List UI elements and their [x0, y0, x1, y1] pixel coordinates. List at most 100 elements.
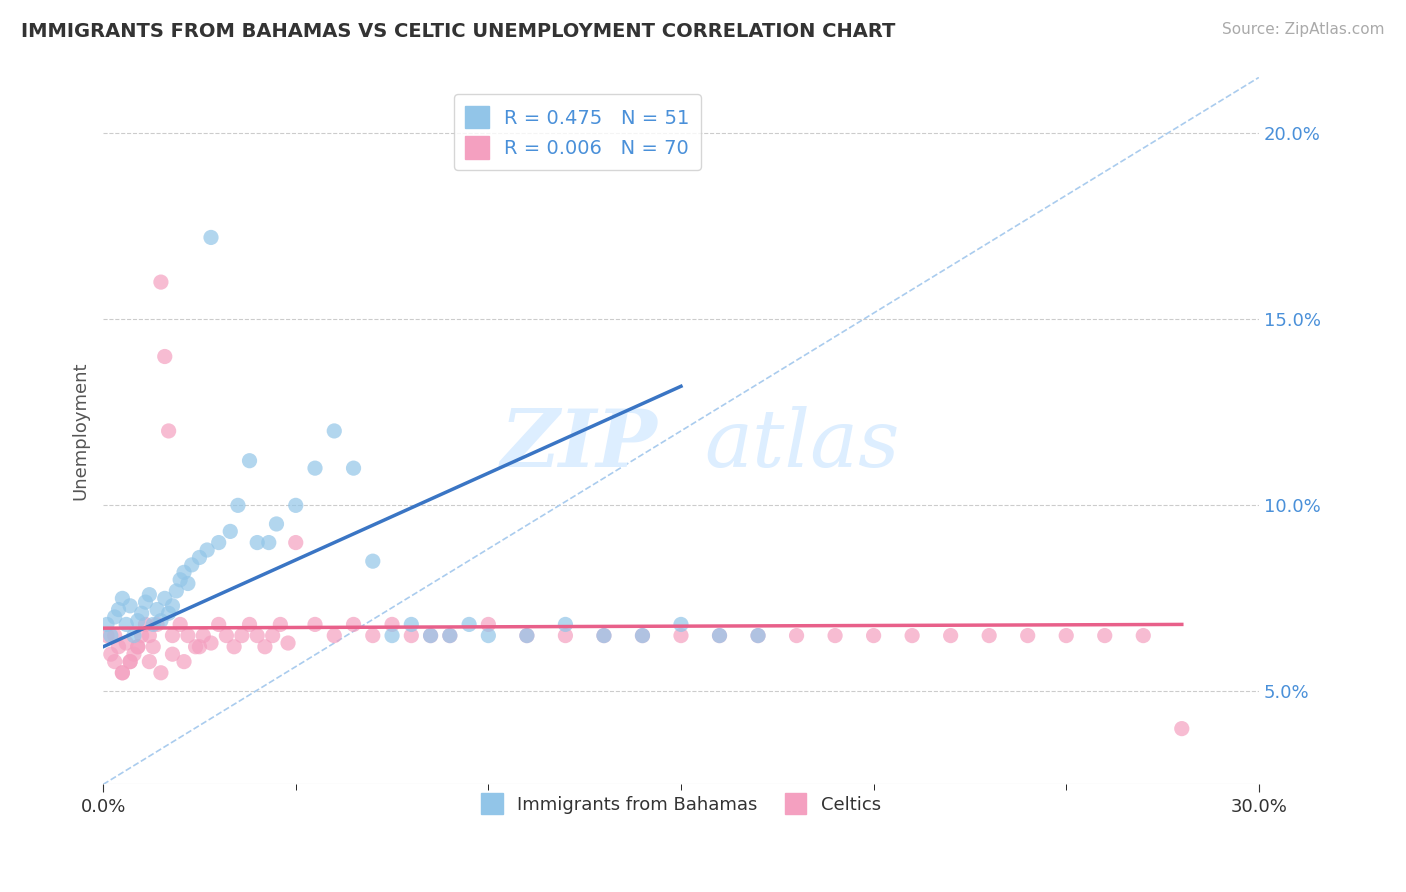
Point: [419, 629, 441, 643]
Point: [361, 629, 384, 643]
Point: [669, 629, 692, 643]
Point: [215, 629, 238, 643]
Point: [747, 629, 769, 643]
Point: [120, 599, 142, 613]
Text: atlas: atlas: [704, 407, 900, 483]
Point: [277, 636, 299, 650]
Point: [979, 629, 1001, 643]
Point: [107, 602, 129, 616]
Point: [862, 629, 884, 643]
Point: [169, 617, 191, 632]
Point: [1132, 629, 1154, 643]
Point: [262, 629, 284, 643]
Point: [134, 595, 156, 609]
Point: [127, 640, 149, 654]
Legend: Immigrants from Bahamas, Celtics: Immigrants from Bahamas, Celtics: [470, 782, 891, 825]
Point: [104, 655, 127, 669]
Point: [226, 499, 249, 513]
Point: [238, 453, 260, 467]
Point: [157, 607, 180, 621]
Point: [208, 617, 231, 632]
Point: [111, 591, 134, 606]
Point: [184, 640, 207, 654]
Point: [127, 614, 149, 628]
Point: [146, 617, 169, 632]
Point: [401, 629, 423, 643]
Point: [266, 516, 288, 531]
Point: [231, 629, 253, 643]
Point: [188, 550, 211, 565]
Point: [439, 629, 461, 643]
Point: [153, 591, 176, 606]
Point: [219, 524, 242, 539]
Point: [419, 629, 441, 643]
Point: [554, 629, 576, 643]
Point: [173, 655, 195, 669]
Point: [709, 629, 731, 643]
Point: [96, 629, 118, 643]
Point: [284, 535, 307, 549]
Text: Source: ZipAtlas.com: Source: ZipAtlas.com: [1222, 22, 1385, 37]
Point: [284, 499, 307, 513]
Point: [323, 629, 346, 643]
Point: [173, 566, 195, 580]
Point: [304, 617, 326, 632]
Text: IMMIGRANTS FROM BAHAMAS VS CELTIC UNEMPLOYMENT CORRELATION CHART: IMMIGRANTS FROM BAHAMAS VS CELTIC UNEMPL…: [21, 22, 896, 41]
Point: [157, 424, 180, 438]
Point: [246, 535, 269, 549]
Point: [100, 629, 122, 643]
Y-axis label: Unemployment: Unemployment: [72, 361, 89, 500]
Point: [104, 629, 127, 643]
Point: [162, 647, 184, 661]
Point: [107, 640, 129, 654]
Point: [138, 588, 160, 602]
Point: [401, 617, 423, 632]
Point: [477, 629, 499, 643]
Point: [208, 535, 231, 549]
Point: [709, 629, 731, 643]
Point: [122, 647, 145, 661]
Point: [165, 583, 187, 598]
Point: [477, 617, 499, 632]
Point: [342, 461, 364, 475]
Point: [177, 576, 200, 591]
Text: ZIP: ZIP: [501, 407, 658, 483]
Point: [1054, 629, 1077, 643]
Point: [669, 617, 692, 632]
Point: [100, 647, 122, 661]
Point: [786, 629, 808, 643]
Point: [224, 640, 246, 654]
Point: [188, 640, 211, 654]
Point: [1094, 629, 1116, 643]
Point: [1171, 722, 1194, 736]
Point: [111, 665, 134, 680]
Point: [939, 629, 962, 643]
Point: [149, 665, 172, 680]
Point: [142, 640, 165, 654]
Point: [824, 629, 846, 643]
Point: [149, 614, 172, 628]
Point: [631, 629, 654, 643]
Point: [162, 599, 184, 613]
Point: [115, 617, 138, 632]
Point: [593, 629, 616, 643]
Point: [195, 543, 218, 558]
Point: [200, 230, 222, 244]
Point: [381, 629, 404, 643]
Point: [304, 461, 326, 475]
Point: [1017, 629, 1039, 643]
Point: [554, 617, 576, 632]
Point: [134, 617, 156, 632]
Point: [180, 558, 202, 572]
Point: [193, 629, 215, 643]
Point: [631, 629, 654, 643]
Point: [104, 610, 127, 624]
Point: [901, 629, 924, 643]
Point: [253, 640, 276, 654]
Point: [120, 655, 142, 669]
Point: [238, 617, 260, 632]
Point: [342, 617, 364, 632]
Point: [120, 655, 142, 669]
Point: [361, 554, 384, 568]
Point: [149, 275, 172, 289]
